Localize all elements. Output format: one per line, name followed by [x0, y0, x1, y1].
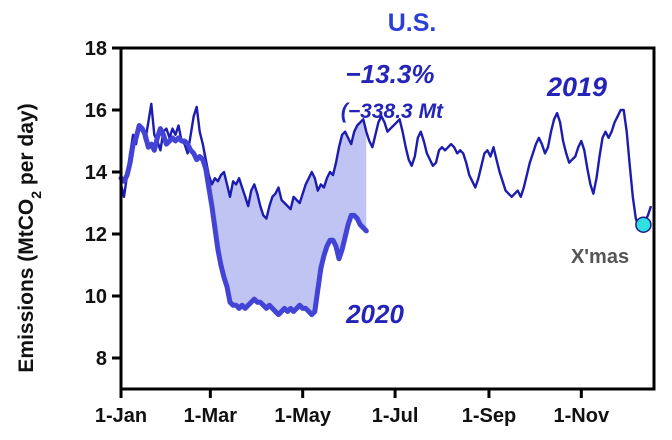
- xmas-label: X'mas: [571, 246, 629, 268]
- change-absolute-label: (−338.3 Mt: [341, 100, 444, 123]
- x-axis: 1-Jan 1-Mar 1-May 1-Jul 1-Sep 1-Nov: [95, 389, 610, 427]
- x-tick-label: 1-Sep: [462, 405, 516, 427]
- chart-title: U.S.: [388, 9, 437, 37]
- xmas-marker: [635, 216, 652, 233]
- y-tick-label: 12: [85, 224, 107, 246]
- x-tick-label: 1-Mar: [184, 405, 238, 427]
- change-percent-label: −13.3%: [346, 59, 435, 89]
- y-axis-label: Emissions (MtCO2 per day): [15, 103, 44, 372]
- y-tick-label: 18: [85, 38, 107, 60]
- series-layer: [118, 102, 653, 318]
- marker-layer: [635, 216, 652, 233]
- x-tick-label: 1-Nov: [554, 405, 610, 427]
- series-2020-line: [118, 123, 369, 318]
- emission-reduction-shade: [202, 119, 367, 315]
- y-tick-label: 14: [85, 162, 108, 184]
- y-tick-label: 16: [85, 100, 107, 122]
- series-label-2020: 2020: [345, 299, 404, 329]
- plot-frame: [119, 46, 656, 391]
- x-tick-label: 1-May: [274, 405, 332, 427]
- y-tick-label: 8: [96, 348, 107, 370]
- x-tick-label: 1-Jul: [372, 405, 419, 427]
- reduction-area: [202, 119, 367, 315]
- x-tick-label: 1-Jan: [95, 405, 147, 427]
- y-tick-label: 10: [85, 286, 107, 308]
- y-axis: 8 10 12 14 16 18: [85, 38, 121, 370]
- svg-text:Emissions (MtCO2 per day): Emissions (MtCO2 per day): [15, 103, 44, 372]
- series-label-2019: 2019: [546, 72, 607, 102]
